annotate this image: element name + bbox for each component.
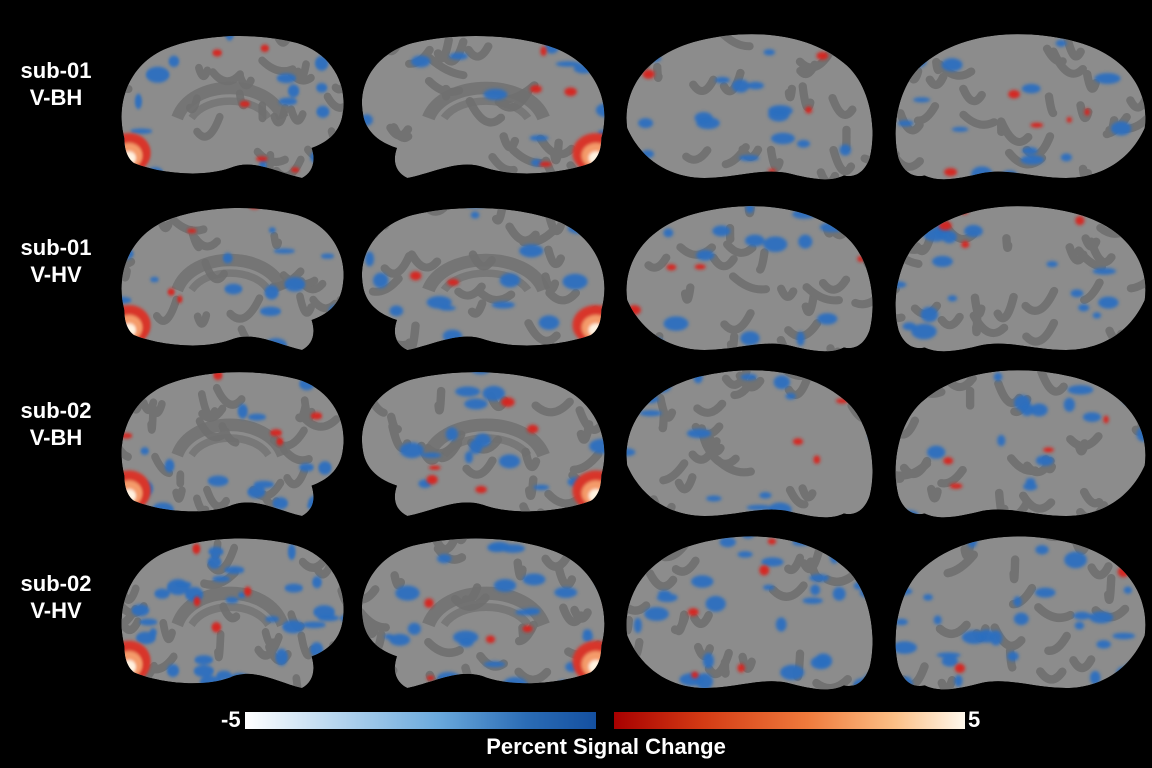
brain-surface-svg xyxy=(895,370,1146,518)
row-label-sub02-vhv: sub-02 V-HV xyxy=(0,570,112,624)
brain-surface-svg xyxy=(626,370,873,518)
brain-surface-right-medial xyxy=(355,200,617,350)
brain-surface-left-lateral xyxy=(622,200,880,352)
brain-surface-right-lateral xyxy=(888,364,1150,518)
brain-surface-svg xyxy=(895,34,1146,180)
brain-surface-right-lateral xyxy=(888,200,1150,352)
brain-surface-svg xyxy=(361,36,605,178)
brain-surface-right-medial xyxy=(355,364,617,516)
row-label-sub02-vbh: sub-02 V-BH xyxy=(0,397,112,451)
brain-surface-svg xyxy=(361,372,605,516)
brain-surface-left-lateral xyxy=(622,364,880,518)
brain-surface-svg xyxy=(121,208,344,350)
brain-surface-left-medial xyxy=(110,200,350,350)
brain-surface-svg xyxy=(361,208,605,350)
colorbar-negative xyxy=(245,712,596,729)
brain-surface-left-medial xyxy=(110,364,350,516)
row-label-sub01-vbh: sub-01 V-BH xyxy=(0,57,112,111)
brain-surface-svg xyxy=(361,538,605,688)
row-label-condition: V-BH xyxy=(29,85,83,110)
row-label-sub01-vhv: sub-01 V-HV xyxy=(0,234,112,288)
colorbar-title: Percent Signal Change xyxy=(486,734,726,759)
row-label-subject: sub-02 xyxy=(20,571,92,596)
brain-surface-right-lateral xyxy=(888,28,1150,180)
brain-surface-right-lateral xyxy=(888,530,1150,690)
brain-surface-left-medial xyxy=(110,28,350,178)
colorbar-min-label: -5 xyxy=(221,707,241,732)
row-label-subject: sub-01 xyxy=(20,58,92,83)
brain-surface-left-medial xyxy=(110,530,350,688)
brain-surface-svg xyxy=(121,36,344,178)
brain-surface-left-lateral xyxy=(622,28,880,180)
brain-surface-svg xyxy=(121,538,344,688)
brain-surface-svg xyxy=(895,206,1146,352)
brain-surface-right-medial xyxy=(355,530,617,688)
row-label-subject: sub-02 xyxy=(20,398,92,423)
brain-surface-svg xyxy=(895,536,1146,690)
brain-surface-left-lateral xyxy=(622,530,880,690)
brain-surface-svg xyxy=(626,536,873,690)
brain-surface-svg xyxy=(121,372,344,516)
colorbar-positive xyxy=(614,712,965,729)
colorbar-max-label: 5 xyxy=(968,707,981,732)
brain-surface-right-medial xyxy=(355,28,617,178)
brain-surface-svg xyxy=(626,34,873,180)
row-label-condition: V-BH xyxy=(29,425,83,450)
row-label-subject: sub-01 xyxy=(20,235,92,260)
brain-surface-svg xyxy=(626,206,873,352)
row-label-condition: V-HV xyxy=(30,598,82,623)
row-label-condition: V-HV xyxy=(30,262,82,287)
